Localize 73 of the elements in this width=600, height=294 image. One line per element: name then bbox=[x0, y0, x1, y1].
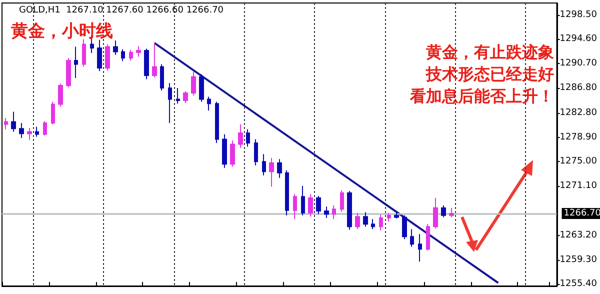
y-tick-label: 1271.10 bbox=[560, 181, 598, 192]
y-tick-label: 1294.60 bbox=[560, 34, 598, 44]
candlestick bbox=[379, 214, 383, 231]
candlestick bbox=[387, 212, 391, 222]
candlestick bbox=[105, 44, 110, 71]
candlestick bbox=[176, 87, 180, 104]
candlestick bbox=[262, 154, 266, 176]
candlestick bbox=[340, 190, 344, 212]
candlestick bbox=[199, 74, 204, 102]
candlestick bbox=[316, 196, 321, 215]
candlestick bbox=[269, 157, 274, 188]
y-tick-label: 1298.50 bbox=[560, 10, 598, 20]
chart-subtitle: GOLD,H1 1267.10 1267.60 1266.60 1266.70 bbox=[19, 6, 224, 16]
candlestick bbox=[121, 48, 125, 62]
candlestick bbox=[285, 170, 289, 216]
candlestick bbox=[324, 206, 329, 218]
candlestick bbox=[144, 48, 149, 80]
y-tick-label: 1286.80 bbox=[560, 82, 598, 93]
candlestick bbox=[129, 49, 133, 61]
candlestick bbox=[207, 96, 211, 111]
candlestick bbox=[113, 40, 118, 56]
candlestick bbox=[301, 186, 305, 216]
candlestick bbox=[160, 64, 164, 91]
candlestick bbox=[222, 134, 227, 168]
candlestick bbox=[82, 38, 86, 68]
candlestick bbox=[35, 126, 39, 138]
candlestick bbox=[191, 71, 196, 96]
candlestick bbox=[441, 204, 446, 218]
candlestick bbox=[371, 218, 375, 230]
candlestick bbox=[355, 212, 360, 230]
annotation: 看加息后能否上升！ bbox=[409, 86, 554, 106]
candlestick bbox=[418, 234, 422, 262]
candlestick bbox=[238, 124, 243, 148]
candlestick bbox=[277, 158, 282, 178]
candlestick bbox=[230, 140, 235, 168]
candlestick bbox=[74, 46, 78, 78]
y-tick-label: 1275.00 bbox=[560, 156, 598, 167]
candlestick bbox=[426, 224, 430, 251]
candlestick bbox=[97, 39, 102, 72]
candlestick bbox=[449, 207, 454, 218]
candlestick bbox=[4, 117, 8, 130]
candlestick bbox=[19, 122, 24, 138]
y-tick-label: 1278.90 bbox=[560, 132, 598, 142]
candlestick bbox=[246, 128, 250, 148]
y-tick-label: 1290.70 bbox=[560, 58, 598, 69]
candlestick bbox=[27, 127, 32, 140]
candlestick bbox=[11, 111, 16, 132]
text: 黄金，小时线 bbox=[10, 22, 113, 42]
candlestick bbox=[183, 90, 188, 104]
y-tick-label: 1263.20 bbox=[560, 230, 598, 240]
annotation: 技术形态已经走好 bbox=[425, 64, 554, 84]
candlestick bbox=[152, 42, 157, 78]
candlestick bbox=[254, 138, 258, 166]
y-tick-label: 1282.80 bbox=[560, 108, 598, 118]
candlestick bbox=[332, 204, 336, 220]
candlestick bbox=[168, 82, 172, 124]
candlestick bbox=[402, 214, 407, 240]
candlestick bbox=[363, 212, 368, 228]
candlestick bbox=[433, 197, 438, 230]
candlestick bbox=[215, 101, 219, 144]
candlestick bbox=[293, 194, 297, 220]
candlestick bbox=[66, 57, 71, 88]
candlestick bbox=[410, 228, 414, 248]
candlestick bbox=[347, 190, 352, 230]
candlestick bbox=[51, 101, 55, 125]
y-tick-label: 1255.40 bbox=[560, 279, 598, 290]
y-tick-label: 1259.30 bbox=[560, 254, 598, 265]
candlestick bbox=[308, 194, 313, 218]
candlestick bbox=[136, 46, 141, 58]
candlestick bbox=[43, 120, 47, 136]
candlestick bbox=[394, 212, 399, 220]
candlestick bbox=[58, 83, 63, 108]
annotation: 黄金，有止跌迹象 bbox=[425, 42, 554, 62]
